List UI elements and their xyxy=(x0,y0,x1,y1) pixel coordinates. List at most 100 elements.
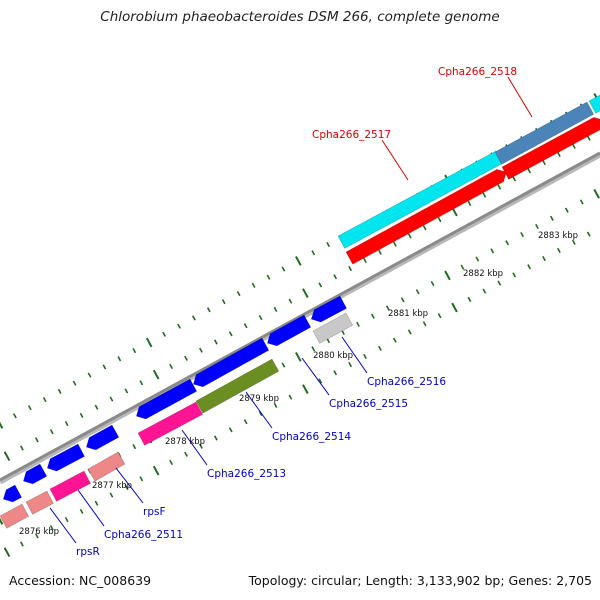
gene-label: Cpha266_2518 xyxy=(438,66,517,78)
scale-tick xyxy=(407,329,412,335)
gene-label: Cpha266_2511 xyxy=(104,529,183,541)
scale-tick xyxy=(392,241,397,247)
scale-tick xyxy=(57,388,62,394)
feature-arrow xyxy=(345,169,507,265)
scale-tick xyxy=(139,380,144,386)
scale-tick xyxy=(20,445,24,451)
scale-tick xyxy=(124,484,129,490)
scale-tick xyxy=(258,410,263,417)
scale-tick xyxy=(273,402,278,408)
leader-line xyxy=(49,507,77,544)
scale-tick xyxy=(363,353,367,360)
scale-tick xyxy=(169,363,174,370)
scale-tick xyxy=(3,451,11,462)
feature-arrow xyxy=(46,443,85,472)
feature-bar xyxy=(0,503,30,529)
scale-tick xyxy=(475,256,480,262)
feature-arrow xyxy=(2,484,22,503)
genome-summary: Topology: circular; Length: 3,133,902 bp… xyxy=(248,573,592,588)
scale-tick xyxy=(132,444,137,450)
feature-arrow xyxy=(193,337,270,388)
scale-tick xyxy=(228,427,233,433)
scale-tick xyxy=(392,337,397,343)
scale-label: 2877 kbp xyxy=(92,481,132,491)
gene-label: rpsR xyxy=(76,546,100,558)
scale-tick xyxy=(288,394,293,400)
feature-bar xyxy=(494,101,595,165)
scale-tick xyxy=(169,459,174,466)
scale-tick xyxy=(348,266,353,272)
leader-line xyxy=(301,357,330,396)
scale-tick xyxy=(451,302,458,313)
scale-tick xyxy=(132,348,137,354)
scale-tick xyxy=(356,321,360,327)
scale-tick xyxy=(0,421,4,429)
scale-tick xyxy=(236,290,241,297)
feature-bar xyxy=(312,312,354,344)
scale-labels: 2876 kbp 2877 kbp 2878 kbp 2879 kbp 2880 kbp… xyxy=(19,231,578,537)
scale-tick xyxy=(273,306,278,312)
scale-tick xyxy=(117,356,122,362)
scale-tick xyxy=(333,370,338,376)
scale-tick xyxy=(243,323,248,329)
scale-tick xyxy=(49,429,54,435)
leader-line xyxy=(507,76,533,118)
feature-bar xyxy=(87,451,126,482)
scale-tick xyxy=(520,232,524,238)
leader-line xyxy=(115,467,144,504)
leader-line xyxy=(181,429,208,466)
scale-tick xyxy=(152,369,160,380)
scale-tick xyxy=(184,451,188,457)
scale-tick xyxy=(512,176,517,182)
scale-tick xyxy=(460,264,465,270)
feature-arrow xyxy=(23,463,48,485)
feature-arrow xyxy=(86,424,120,451)
scale-label: 2878 kbp xyxy=(165,437,205,447)
scale-tick xyxy=(199,443,203,449)
scale-ticks xyxy=(0,92,600,558)
scale-tick xyxy=(422,225,427,231)
scale-tick xyxy=(333,274,338,280)
scale-tick xyxy=(295,256,302,266)
scale-tick xyxy=(302,384,309,394)
leader-line xyxy=(77,489,105,527)
scale-tick xyxy=(184,355,188,361)
feature-bar xyxy=(49,470,91,502)
scale-tick xyxy=(557,247,561,254)
leader-line xyxy=(341,336,368,374)
scale-tick xyxy=(557,151,561,158)
scale-tick xyxy=(363,257,367,264)
scale-label: 2883 kbp xyxy=(538,231,578,241)
scale-tick xyxy=(371,313,375,319)
scale-tick xyxy=(444,270,451,281)
scale-tick xyxy=(311,346,316,352)
leader-line xyxy=(381,139,409,181)
scale-tick xyxy=(243,419,248,425)
scale-tick xyxy=(437,313,442,319)
scale-tick xyxy=(318,378,323,384)
scale-tick xyxy=(3,547,11,558)
feature-arrow xyxy=(267,314,312,347)
scale-tick xyxy=(482,192,487,198)
feature-bar xyxy=(337,150,504,249)
feature-arrow xyxy=(135,378,198,420)
scale-tick xyxy=(145,337,153,348)
feature-arrow xyxy=(501,117,600,180)
scale-tick xyxy=(139,476,144,482)
scale-tick xyxy=(490,248,495,254)
scale-tick xyxy=(281,362,286,368)
feature-bar xyxy=(137,401,204,446)
backbone-line xyxy=(0,151,600,482)
scale-tick xyxy=(13,413,17,419)
feature-arrow xyxy=(310,295,347,323)
scale-tick xyxy=(430,280,435,287)
scale-tick xyxy=(79,508,84,514)
scale-tick xyxy=(542,160,546,166)
scale-label: 2880 kbp xyxy=(313,351,353,361)
scale-tick xyxy=(505,240,510,246)
scale-tick xyxy=(550,215,554,221)
scale-tick xyxy=(124,388,129,394)
scale-tick xyxy=(192,315,196,321)
scale-tick xyxy=(64,516,69,523)
